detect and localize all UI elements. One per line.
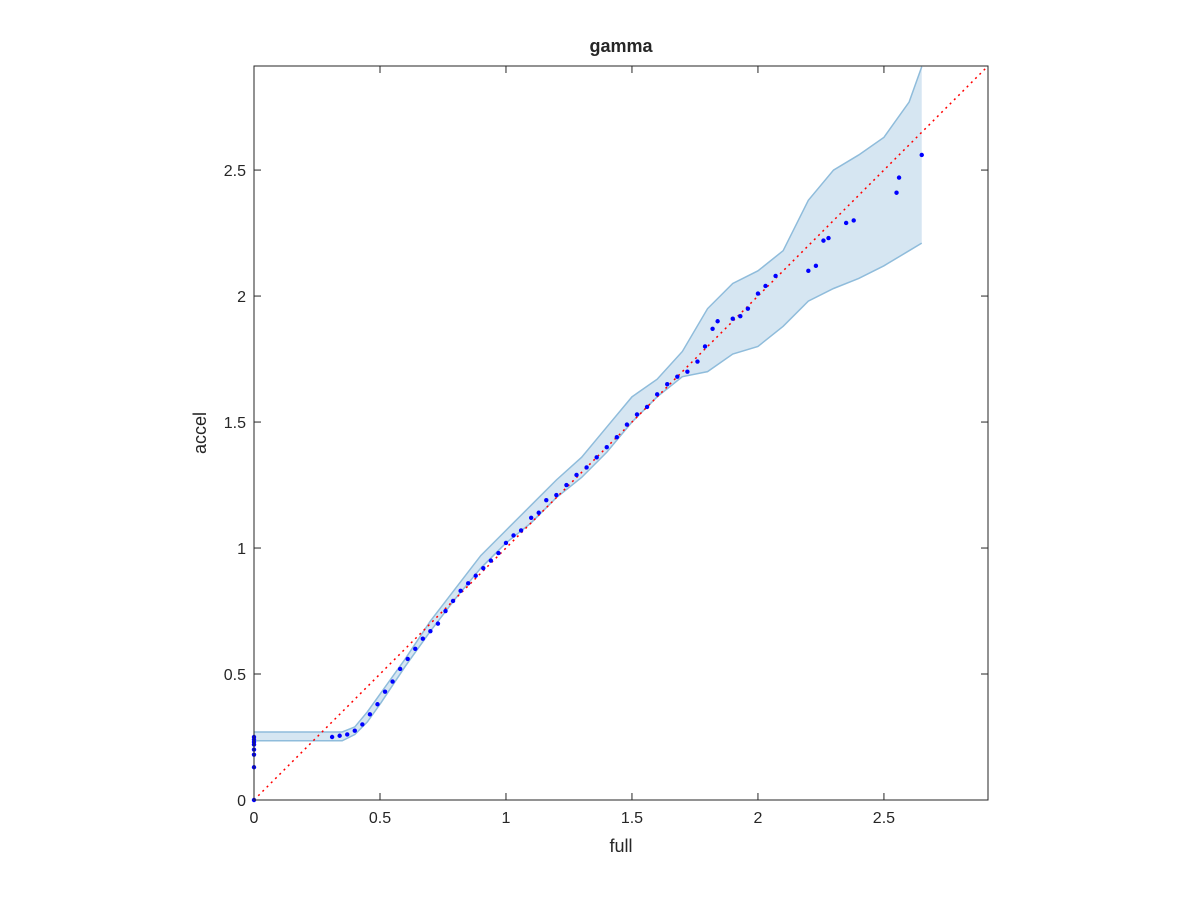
point bbox=[710, 326, 715, 332]
point bbox=[345, 732, 350, 737]
point bbox=[397, 666, 403, 672]
point bbox=[702, 344, 708, 349]
y-tick-label: 1.5 bbox=[224, 415, 246, 432]
point bbox=[738, 314, 743, 319]
point bbox=[367, 712, 373, 717]
point bbox=[843, 220, 849, 226]
point bbox=[450, 598, 456, 604]
y-tick-label: 0 bbox=[237, 793, 246, 810]
axes-box bbox=[253, 65, 989, 801]
y-axis-label: accel bbox=[190, 412, 210, 454]
point bbox=[564, 482, 569, 488]
point bbox=[443, 608, 448, 614]
y-tick-label: 0.5 bbox=[224, 667, 246, 684]
point bbox=[614, 434, 620, 440]
point bbox=[574, 472, 579, 478]
point bbox=[594, 455, 599, 460]
point bbox=[634, 412, 640, 417]
point bbox=[851, 218, 856, 223]
point bbox=[554, 492, 559, 498]
x-axis-label: full bbox=[609, 836, 632, 856]
point bbox=[360, 722, 365, 727]
point bbox=[695, 359, 700, 364]
x-tick-label: 0 bbox=[250, 810, 259, 827]
point bbox=[488, 558, 494, 563]
x-tick-label: 1.5 bbox=[621, 810, 643, 827]
point bbox=[518, 528, 524, 533]
point bbox=[435, 621, 441, 626]
point bbox=[375, 702, 380, 707]
chart-title: gamma bbox=[589, 36, 653, 56]
x-tick-label: 2.5 bbox=[873, 810, 895, 827]
point bbox=[654, 392, 660, 397]
point bbox=[806, 268, 811, 274]
point bbox=[715, 319, 720, 324]
y-tick-label: 2.5 bbox=[224, 163, 246, 180]
point bbox=[390, 679, 395, 684]
point bbox=[745, 306, 751, 311]
point bbox=[458, 588, 463, 594]
point bbox=[405, 656, 410, 662]
y-tick-label: 2 bbox=[237, 289, 246, 306]
point bbox=[503, 540, 509, 546]
point bbox=[826, 235, 831, 241]
point bbox=[644, 404, 650, 410]
point bbox=[544, 497, 549, 503]
point bbox=[730, 316, 735, 321]
point bbox=[604, 445, 609, 450]
y-tick-label: 1 bbox=[237, 541, 246, 558]
point bbox=[420, 636, 426, 641]
point bbox=[894, 190, 899, 195]
point bbox=[473, 573, 478, 578]
point bbox=[584, 465, 589, 470]
point bbox=[481, 565, 486, 571]
point bbox=[536, 510, 541, 515]
point bbox=[675, 374, 680, 379]
band-lower-edge bbox=[254, 242, 923, 742]
x-tick-label: 0.5 bbox=[369, 810, 391, 827]
point bbox=[511, 533, 516, 538]
point bbox=[755, 291, 761, 296]
point bbox=[763, 283, 768, 289]
point bbox=[821, 238, 826, 243]
point bbox=[665, 382, 670, 387]
point bbox=[352, 728, 357, 733]
point bbox=[496, 550, 501, 556]
point bbox=[685, 369, 690, 374]
point bbox=[896, 175, 902, 180]
x-tick-label: 2 bbox=[753, 810, 762, 827]
point bbox=[465, 581, 471, 586]
point bbox=[919, 152, 924, 158]
point bbox=[413, 646, 418, 652]
point bbox=[813, 263, 819, 269]
point bbox=[337, 733, 342, 738]
point bbox=[773, 273, 778, 279]
band-upper-edge bbox=[254, 66, 923, 733]
point bbox=[528, 515, 534, 520]
reference-line bbox=[253, 65, 989, 801]
point bbox=[382, 689, 388, 694]
point bbox=[428, 628, 433, 634]
point bbox=[624, 422, 630, 427]
x-tick-label: 1 bbox=[502, 810, 511, 827]
point bbox=[329, 734, 335, 740]
